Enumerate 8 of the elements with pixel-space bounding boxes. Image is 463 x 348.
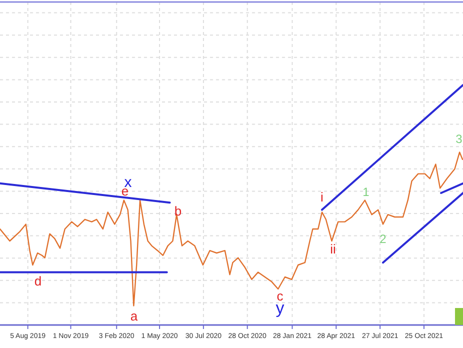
annotation: ii — [330, 241, 336, 256]
annotation: a — [130, 308, 138, 324]
annotation: 2 — [380, 232, 387, 246]
annotation: 3 — [456, 132, 463, 146]
annotation: i — [320, 189, 324, 204]
annotation: d — [34, 273, 42, 288]
annotation: b — [174, 203, 182, 218]
annotation: 1 — [362, 185, 370, 200]
